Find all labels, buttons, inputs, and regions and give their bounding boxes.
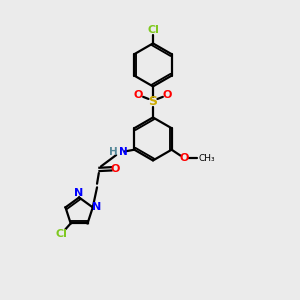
Text: O: O xyxy=(110,164,120,174)
Text: N: N xyxy=(74,188,83,198)
Text: Cl: Cl xyxy=(56,229,68,239)
Text: N: N xyxy=(92,202,102,212)
Text: S: S xyxy=(148,95,158,108)
Text: O: O xyxy=(179,153,189,163)
Text: CH₃: CH₃ xyxy=(198,154,215,163)
Text: O: O xyxy=(163,90,172,100)
Text: N: N xyxy=(118,147,127,157)
Text: O: O xyxy=(134,90,143,100)
Text: Cl: Cl xyxy=(147,25,159,35)
Text: H: H xyxy=(109,147,118,157)
